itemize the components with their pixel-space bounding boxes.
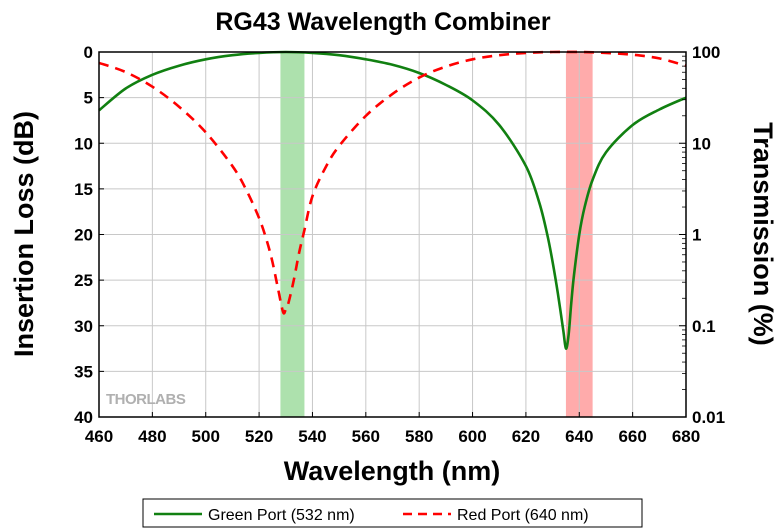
tick-label-y: 25 xyxy=(74,271,93,290)
grid-lines xyxy=(98,51,687,418)
y-axis-label: Insertion Loss (dB) xyxy=(9,111,39,357)
tick-label-x: 640 xyxy=(565,427,593,446)
tick-label-y: 40 xyxy=(74,408,93,427)
tick-label-y: 35 xyxy=(74,362,93,381)
tick-label-y2: 10 xyxy=(692,134,711,153)
tick-label-x: 500 xyxy=(192,427,220,446)
tick-label-y: 10 xyxy=(74,134,93,153)
tick-label-x: 540 xyxy=(298,427,326,446)
legend-label-red: Red Port (640 nm) xyxy=(457,507,589,524)
y-axis-ticks: 0 5 10 15 20 25 30 35 40 xyxy=(74,43,104,427)
x-axis-ticks: 460 480 500 520 540 560 580 600 620 640 660 680 xyxy=(85,412,700,446)
legend-label-green: Green Port (532 nm) xyxy=(208,507,355,524)
y2-axis-label: Transmission (%) xyxy=(748,122,778,346)
legend-box xyxy=(142,498,643,528)
tick-label-y: 5 xyxy=(84,89,93,108)
tick-label-x: 680 xyxy=(672,427,700,446)
tick-label-x: 520 xyxy=(245,427,273,446)
chart-title: RG43 Wavelength Combiner xyxy=(215,8,551,36)
legend: Green Port (532 nm) Red Port (640 nm) xyxy=(142,498,643,528)
series-line-green-port xyxy=(98,50,687,350)
tick-label-y2: 0.1 xyxy=(692,317,716,336)
tick-label-y2: 1 xyxy=(692,226,701,245)
tick-label-y: 30 xyxy=(74,317,93,336)
y2-axis-ticks: 100 10 1 0.1 0.01 xyxy=(679,43,725,427)
tick-label-x: 580 xyxy=(405,427,433,446)
tick-label-y2: 0.01 xyxy=(692,408,725,427)
tick-label-y: 0 xyxy=(84,43,93,62)
tick-label-x: 460 xyxy=(85,427,113,446)
watermark-text: THORLABS xyxy=(106,391,186,408)
tick-label-x: 600 xyxy=(458,427,486,446)
thorlabs-watermark: THORLABS xyxy=(106,391,186,408)
tick-label-x: 620 xyxy=(512,427,540,446)
tick-label-x: 480 xyxy=(138,427,166,446)
tick-label-x: 560 xyxy=(352,427,380,446)
series-line-red-port xyxy=(98,50,687,315)
tick-label-y: 20 xyxy=(74,226,93,245)
series-lines xyxy=(98,50,687,350)
tick-label-y: 15 xyxy=(74,180,93,199)
x-axis-label: Wavelength (nm) xyxy=(284,456,501,486)
tick-label-x: 660 xyxy=(618,427,646,446)
tick-label-y2: 100 xyxy=(692,43,720,62)
